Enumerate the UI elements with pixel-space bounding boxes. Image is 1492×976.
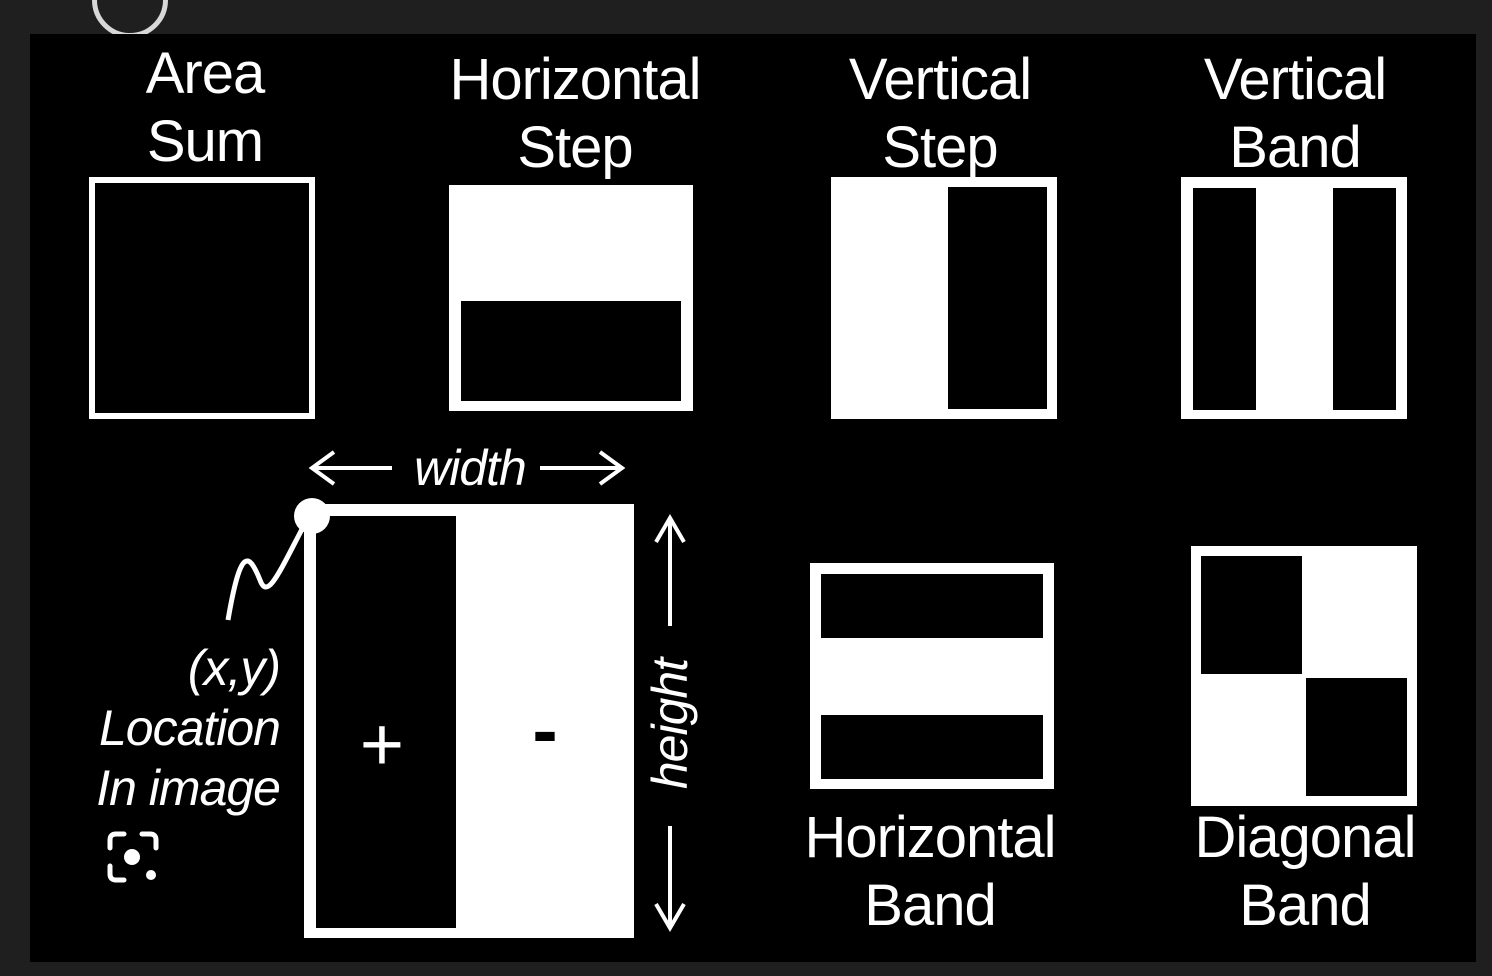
height-arrow <box>654 514 686 932</box>
minus-sign: - <box>532 688 558 773</box>
visual-search-icon[interactable] <box>106 830 160 884</box>
horizontal-band-label-line2: Band <box>864 873 996 938</box>
partial-circle-icon <box>92 0 168 38</box>
vertical-band-label-line2: Band <box>1229 115 1361 180</box>
area-sum-feature <box>89 177 315 419</box>
plus-sign: + <box>359 702 405 787</box>
width-arrow <box>308 450 626 486</box>
horizontal-band-top-dark-region <box>821 574 1043 638</box>
vertical-band-label: Vertical Band <box>1165 46 1425 182</box>
location-label-line1: (x,y) <box>187 640 281 696</box>
vertical-step-label-line1: Vertical <box>848 47 1032 112</box>
vertical-band-feature <box>1181 177 1407 419</box>
height-label: height <box>642 658 698 790</box>
vertical-step-feature <box>831 177 1057 419</box>
diagonal-band-label-line2: Band <box>1239 873 1371 938</box>
horizontal-step-feature <box>449 185 693 411</box>
horizontal-band-bottom-dark-region <box>821 715 1043 779</box>
location-label-line3: In image <box>96 760 281 816</box>
horizontal-band-feature <box>810 563 1054 789</box>
diagonal-band-bottom-right-dark-region <box>1306 678 1407 796</box>
location-label: (x,y) Location In image <box>80 638 281 818</box>
horizontal-step-label: Horizontal Step <box>430 46 720 182</box>
location-pointer <box>225 498 330 621</box>
diagonal-band-feature <box>1191 546 1417 806</box>
vertical-band-label-line1: Vertical <box>1203 47 1387 112</box>
horizontal-step-label-line1: Horizontal <box>449 47 701 112</box>
vertical-step-dark-region <box>948 187 1047 409</box>
vertical-band-right-dark-region <box>1333 188 1396 410</box>
detailed-feature <box>304 504 634 938</box>
detailed-feature-positive-region <box>316 516 456 928</box>
vertical-step-label-line2: Step <box>882 115 998 180</box>
area-sum-label-line1: Area <box>145 41 266 106</box>
area-sum-label-line2: Sum <box>146 109 264 174</box>
horizontal-step-dark-region <box>461 301 681 401</box>
diagonal-band-label-line1: Diagonal <box>1194 805 1417 870</box>
width-label: width <box>414 440 527 496</box>
horizontal-step-label-line2: Step <box>517 115 633 180</box>
horizontal-band-label: Horizontal Band <box>790 804 1070 940</box>
diagonal-band-top-left-dark-region <box>1201 556 1302 674</box>
horizontal-band-label-line1: Horizontal <box>804 805 1056 870</box>
area-sum-label: Area Sum <box>110 40 300 176</box>
vertical-band-left-dark-region <box>1193 188 1256 410</box>
vertical-step-label: Vertical Step <box>810 46 1070 182</box>
diagonal-band-label: Diagonal Band <box>1170 804 1440 940</box>
location-label-line2: Location <box>98 700 281 756</box>
